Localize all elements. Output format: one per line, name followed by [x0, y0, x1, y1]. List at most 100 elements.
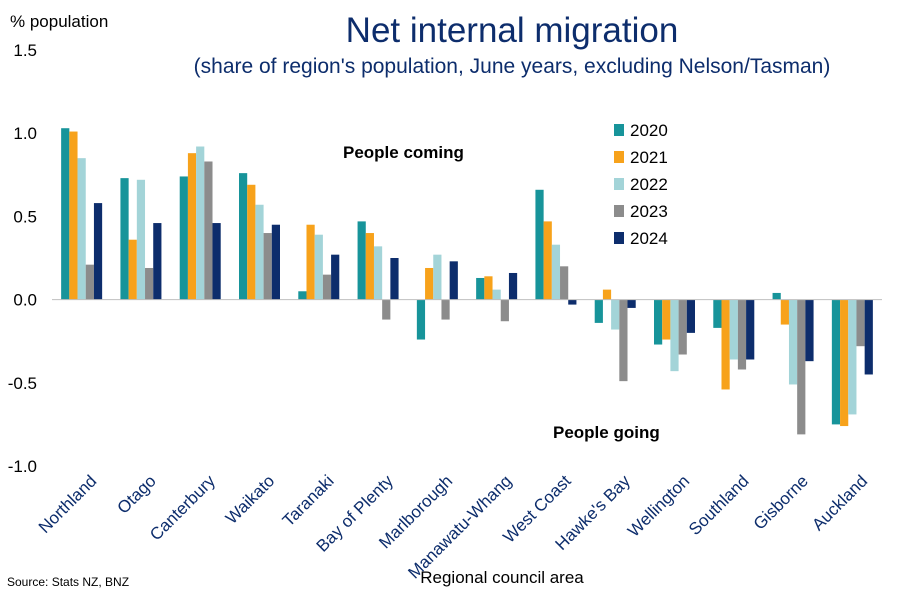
legend-swatch-2020 [614, 124, 624, 136]
category-label: Canterbury [146, 471, 219, 544]
legend-label-2024: 2024 [630, 229, 668, 248]
x-axis-label: Regional council area [420, 568, 584, 587]
bar-2023-2 [204, 161, 213, 300]
bar-2024-10 [686, 299, 695, 333]
bar-2021-6 [425, 267, 434, 300]
bar-2024-13 [864, 299, 873, 375]
bar-2024-2 [212, 223, 221, 300]
bar-2024-8 [568, 299, 577, 305]
bar-2020-13 [831, 299, 841, 425]
legend-swatch-2021 [614, 151, 624, 163]
bar-2024-0 [93, 203, 103, 300]
bar-2024-4 [331, 254, 340, 300]
bar-2021-11 [721, 299, 730, 390]
y-tick-label: -1.0 [8, 457, 37, 476]
bar-2023-6 [441, 299, 450, 320]
bar-2024-11 [746, 299, 755, 360]
bar-2022-10 [670, 299, 679, 372]
bar-2022-3 [255, 204, 264, 300]
bar-2021-5 [365, 233, 374, 300]
bar-2022-0 [77, 158, 86, 300]
bar-2021-8 [543, 221, 552, 300]
bar-2021-1 [128, 239, 137, 300]
bar-2021-9 [602, 289, 612, 300]
category-label: Otago [114, 471, 160, 517]
category-label: Wellington [624, 471, 693, 540]
bar-2021-4 [306, 224, 315, 300]
bar-2020-4 [298, 291, 307, 300]
bar-2020-10 [654, 299, 663, 345]
bar-2021-10 [662, 299, 671, 340]
y-tick-label: 1.5 [13, 41, 37, 60]
bar-2023-4 [322, 274, 332, 300]
annotation-people-coming: People coming [343, 143, 464, 162]
bar-2022-4 [314, 234, 323, 300]
bar-2020-1 [120, 178, 129, 300]
legend-swatch-2024 [614, 232, 624, 244]
chart-subtitle: (share of region's population, June year… [194, 55, 831, 78]
bar-2020-0 [61, 128, 70, 300]
bar-2023-3 [263, 233, 272, 300]
bar-2022-9 [611, 299, 620, 330]
bar-2022-1 [136, 179, 146, 300]
y-tick-label: 1.0 [13, 124, 37, 143]
bar-2024-6 [449, 261, 458, 300]
bar-2020-8 [535, 189, 544, 300]
legend-label-2021: 2021 [630, 148, 668, 167]
category-label: Northland [35, 471, 101, 537]
bar-2021-2 [187, 153, 197, 300]
bar-2022-13 [848, 299, 857, 415]
bar-2022-8 [551, 244, 561, 300]
bar-2021-0 [69, 131, 78, 300]
y-axis-label: % population [10, 12, 108, 31]
bar-2020-5 [357, 221, 366, 300]
bar-2024-5 [390, 258, 399, 300]
bar-2024-12 [805, 299, 814, 362]
y-tick-label: 0.5 [13, 207, 37, 226]
bar-2024-3 [271, 224, 280, 300]
bar-2023-8 [560, 266, 569, 300]
bar-2020-11 [713, 299, 722, 328]
bar-2023-11 [737, 299, 747, 370]
bar-2020-12 [772, 292, 781, 300]
bar-2022-12 [788, 299, 798, 385]
category-label: Waikato [222, 471, 278, 527]
bar-2024-9 [627, 299, 636, 308]
bar-2020-6 [416, 299, 426, 340]
legend: 2020 2021 2022 2023 2024 [614, 121, 668, 248]
bar-2020-9 [594, 299, 603, 323]
bar-2021-13 [840, 299, 849, 427]
bar-2022-5 [373, 246, 383, 300]
category-label: Manawatu-Whang [404, 471, 515, 582]
bar-2024-7 [508, 272, 518, 300]
bar-2023-12 [797, 299, 806, 435]
legend-label-2020: 2020 [630, 121, 668, 140]
bar-2023-13 [856, 299, 865, 347]
y-axis-ticks: 1.5 1.0 0.5 0.0 -0.5 -1.0 [8, 41, 37, 476]
bar-2023-9 [619, 299, 628, 382]
annotation-people-going: People going [553, 423, 660, 442]
y-tick-label: 0.0 [13, 291, 37, 310]
category-label: Taranaki [279, 471, 338, 530]
category-label: Southland [685, 471, 753, 539]
legend-swatch-2023 [614, 205, 624, 217]
bar-2023-7 [500, 299, 509, 322]
bar-2023-0 [85, 264, 94, 300]
bar-2022-7 [492, 289, 501, 300]
bars [61, 128, 873, 435]
bar-2022-11 [729, 299, 738, 360]
bar-2020-7 [476, 277, 485, 300]
legend-swatch-2022 [614, 178, 624, 190]
bar-2023-1 [145, 267, 154, 300]
legend-label-2022: 2022 [630, 175, 668, 194]
category-label: Auckland [808, 471, 871, 534]
bar-2023-10 [678, 299, 687, 355]
legend-label-2023: 2023 [630, 202, 668, 221]
category-label: Gisborne [750, 471, 812, 533]
y-tick-label: -0.5 [8, 374, 37, 393]
bar-2022-2 [196, 146, 205, 300]
bar-2021-3 [247, 184, 256, 300]
bar-2023-5 [382, 299, 391, 320]
